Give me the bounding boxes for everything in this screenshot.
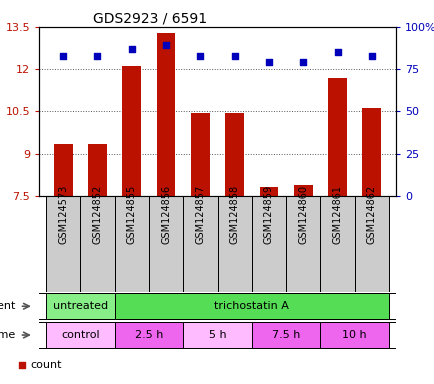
Text: GSM124855: GSM124855 — [126, 185, 136, 244]
Text: GSM124573: GSM124573 — [58, 185, 68, 244]
Bar — [46, 196, 80, 292]
Bar — [156, 33, 175, 196]
Text: GSM124859: GSM124859 — [263, 185, 273, 244]
Bar — [46, 293, 114, 319]
Point — [368, 53, 375, 59]
Point — [162, 42, 169, 48]
Bar — [80, 196, 114, 292]
Text: time: time — [0, 330, 16, 340]
Bar — [293, 185, 312, 196]
Bar — [259, 187, 278, 196]
Bar — [320, 196, 354, 292]
Bar — [183, 322, 251, 348]
Text: 2.5 h: 2.5 h — [135, 330, 163, 340]
Text: agent: agent — [0, 301, 16, 311]
Bar — [183, 196, 217, 292]
Text: control: control — [61, 330, 99, 340]
Bar — [251, 196, 286, 292]
Bar — [217, 196, 251, 292]
Bar — [114, 196, 148, 292]
Point — [333, 49, 340, 55]
Text: GDS2923 / 6591: GDS2923 / 6591 — [92, 12, 206, 26]
Text: trichostatin A: trichostatin A — [214, 301, 289, 311]
Text: GSM124852: GSM124852 — [92, 185, 102, 244]
Bar — [114, 293, 388, 319]
Point — [230, 53, 237, 59]
Bar — [362, 108, 380, 196]
Point — [94, 53, 101, 59]
Bar — [354, 196, 388, 292]
Bar — [88, 144, 107, 196]
Text: 10 h: 10 h — [342, 330, 366, 340]
Text: 7.5 h: 7.5 h — [271, 330, 299, 340]
Text: 5 h: 5 h — [208, 330, 226, 340]
Point — [411, 328, 418, 334]
Text: count: count — [30, 360, 62, 370]
Point — [128, 46, 135, 52]
Point — [59, 53, 66, 59]
Bar — [114, 322, 183, 348]
Bar — [148, 196, 183, 292]
Bar — [286, 196, 320, 292]
Bar — [327, 78, 346, 196]
Bar — [54, 144, 72, 196]
Text: GSM124858: GSM124858 — [229, 185, 239, 244]
Text: GSM124862: GSM124862 — [366, 185, 376, 244]
Text: GSM124860: GSM124860 — [298, 185, 308, 244]
Text: GSM124861: GSM124861 — [332, 185, 342, 244]
Text: GSM124857: GSM124857 — [195, 185, 205, 244]
Point — [197, 53, 204, 59]
Bar — [122, 66, 141, 196]
Bar — [225, 113, 243, 196]
Bar — [251, 322, 320, 348]
Bar — [191, 113, 209, 196]
Text: GSM124856: GSM124856 — [161, 185, 171, 244]
Point — [265, 59, 272, 65]
Point — [411, 108, 418, 114]
Point — [299, 59, 306, 65]
Bar — [46, 322, 114, 348]
Bar — [320, 322, 388, 348]
Text: untreated: untreated — [53, 301, 108, 311]
